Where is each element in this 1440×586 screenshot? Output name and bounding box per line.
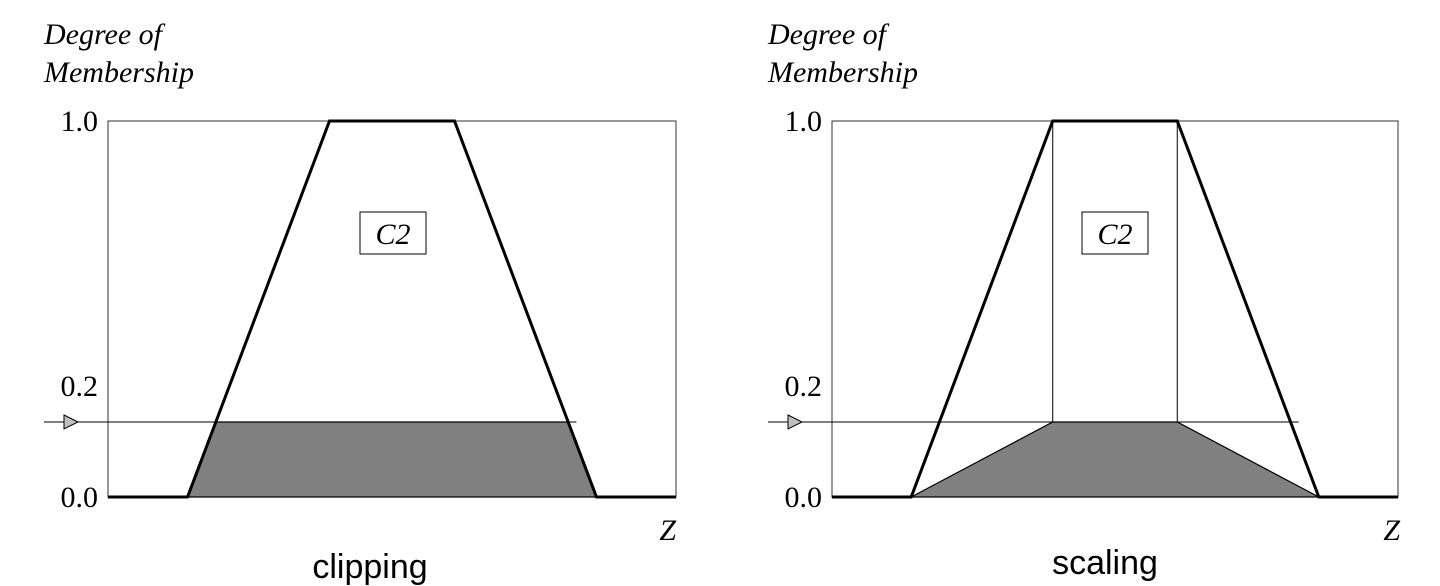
y-tick-label-0: 0.0: [785, 481, 823, 514]
y-tick-label-0: 0.0: [61, 481, 99, 514]
y-axis-label-line2: Membership: [43, 56, 194, 89]
membership-function-line: [108, 119, 676, 499]
y-axis-label-line1: Degree of: [43, 18, 166, 51]
clipped-area: [186, 421, 598, 498]
y-tick-label-1: 0.2: [785, 370, 823, 403]
y-axis-label-line1: Degree of: [767, 18, 890, 51]
set-label-box: [1081, 211, 1149, 255]
set-label-box: [359, 211, 427, 255]
set-label: C2: [1097, 218, 1132, 251]
level-marker-icon: [787, 414, 804, 430]
y-axis-label-line2: Membership: [767, 56, 918, 89]
x-axis-label: Z: [659, 514, 676, 547]
membership-function-line: [832, 119, 1398, 499]
clipping-panel: Degree of Membership 0.0 0.2 1.0 C2 Z cl…: [43, 18, 677, 586]
y-tick-label-2: 1.0: [61, 105, 99, 138]
scaled-area: [910, 421, 1320, 498]
scaling-panel: Degree of Membership 0.0 0.2 1.0 C2 Z sc…: [767, 18, 1400, 582]
caption: scaling: [1052, 544, 1158, 582]
x-axis-label: Z: [1383, 514, 1400, 547]
set-label: C2: [375, 218, 410, 251]
caption: clipping: [312, 548, 427, 586]
level-marker-icon: [63, 414, 80, 430]
y-tick-label-1: 0.2: [61, 370, 99, 403]
y-tick-label-2: 1.0: [785, 105, 823, 138]
